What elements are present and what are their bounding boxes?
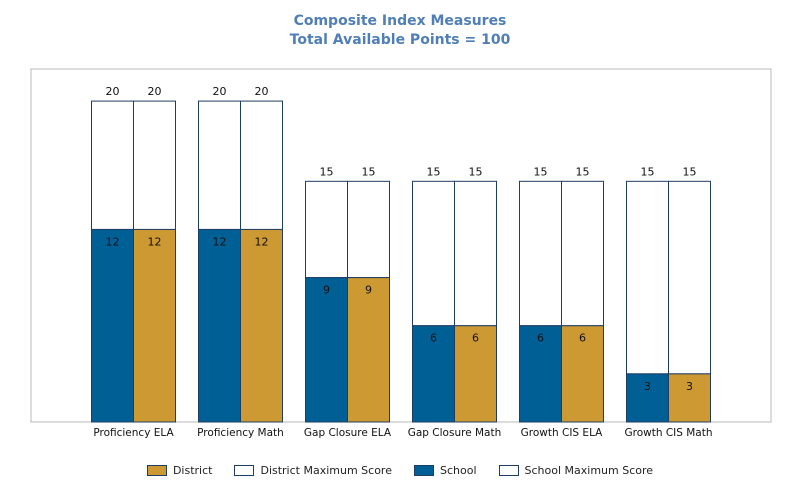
data-label-district-maximum-growth-cis-ela: 15 [576,165,590,178]
chart-subtitle: Total Available Points = 100 [289,32,511,48]
legend-label-school-maximum: School Maximum Score [524,464,654,477]
data-label-district-growth-cis-ela: 6 [579,332,586,345]
bar-school-maximum-proficiency-math [198,100,241,230]
data-label-district-proficiency-math: 12 [255,235,269,248]
bar-school-proficiency-ela [91,228,134,423]
legend-item-school: School [413,464,477,477]
bar-district-growth-cis-math [668,373,711,423]
data-label-district-gap-closure-ela: 9 [365,284,372,297]
bar-school-maximum-gap-closure-math [412,180,455,327]
chart-title-block: Composite Index Measures Total Available… [0,12,800,50]
bar-district-proficiency-math [240,228,283,423]
x-tick-label-growth-cis-math: Growth CIS Math [624,427,712,439]
legend: District District Maximum Score School S… [0,464,800,477]
x-tick-label-proficiency-ela: Proficiency ELA [93,427,174,439]
x-tick-label-growth-cis-ela: Growth CIS ELA [521,427,603,439]
bar-district-maximum-gap-closure-math [454,180,497,327]
data-label-district-maximum-proficiency-ela: 20 [148,85,162,98]
data-label-school-gap-closure-math: 6 [430,332,437,345]
data-label-school-maximum-gap-closure-ela: 15 [320,165,334,178]
plot-frame [30,68,772,423]
legend-label-district-maximum: District Maximum Score [260,464,392,477]
legend-item-school-maximum: School Maximum Score [498,464,654,477]
legend-swatch-district [146,465,167,476]
data-label-school-maximum-gap-closure-math: 15 [427,165,441,178]
chart-title: Composite Index Measures [293,13,507,29]
data-label-district-maximum-proficiency-math: 20 [255,85,269,98]
bar-district-maximum-gap-closure-ela [347,180,390,279]
data-label-school-maximum-proficiency-math: 20 [213,85,227,98]
legend-swatch-district-maximum [234,465,255,476]
bar-school-growth-cis-math [626,373,669,423]
data-label-school-maximum-growth-cis-ela: 15 [534,165,548,178]
data-label-school-proficiency-ela: 12 [106,235,120,248]
bar-district-gap-closure-math [454,325,497,423]
data-label-district-maximum-gap-closure-ela: 15 [362,165,376,178]
bar-district-growth-cis-ela [561,325,604,423]
bar-school-maximum-growth-cis-math [626,180,669,375]
data-label-district-maximum-growth-cis-math: 15 [683,165,697,178]
bar-district-gap-closure-ela [347,277,390,423]
bar-school-proficiency-math [198,228,241,423]
data-label-school-maximum-proficiency-ela: 20 [106,85,120,98]
data-label-school-maximum-growth-cis-math: 15 [641,165,655,178]
bar-school-maximum-growth-cis-ela [519,180,562,327]
data-label-district-maximum-gap-closure-math: 15 [469,165,483,178]
data-label-district-proficiency-ela: 12 [148,235,162,248]
bar-district-maximum-growth-cis-math [668,180,711,375]
bar-district-maximum-proficiency-ela [133,100,176,230]
bar-school-maximum-proficiency-ela [91,100,134,230]
x-tick-label-gap-closure-math: Gap Closure Math [408,427,502,439]
data-label-district-growth-cis-math: 3 [686,380,693,393]
labels-layer: 20 12 20 12 Proficiency ELA 20 12 20 12 Proficien… [93,85,712,439]
legend-item-district: District [146,464,213,477]
bar-school-gap-closure-ela [305,277,348,423]
bar-school-maximum-gap-closure-ela [305,180,348,279]
legend-item-district-maximum: District Maximum Score [234,464,392,477]
legend-swatch-school [413,465,434,476]
legend-label-district: District [172,464,213,477]
data-label-school-growth-cis-math: 3 [644,380,651,393]
data-label-district-gap-closure-math: 6 [472,332,479,345]
bar-district-maximum-growth-cis-ela [561,180,604,327]
data-label-school-growth-cis-ela: 6 [537,332,544,345]
bars-layer [91,100,711,423]
bar-district-maximum-proficiency-math [240,100,283,230]
data-label-school-proficiency-math: 12 [213,235,227,248]
bar-district-proficiency-ela [133,228,176,423]
x-tick-label-proficiency-math: Proficiency Math [197,427,284,439]
data-label-school-gap-closure-ela: 9 [323,284,330,297]
legend-swatch-school-maximum [498,465,519,476]
bar-school-growth-cis-ela [519,325,562,423]
x-tick-label-gap-closure-ela: Gap Closure ELA [304,427,392,439]
bar-school-gap-closure-math [412,325,455,423]
legend-label-school: School [439,464,477,477]
